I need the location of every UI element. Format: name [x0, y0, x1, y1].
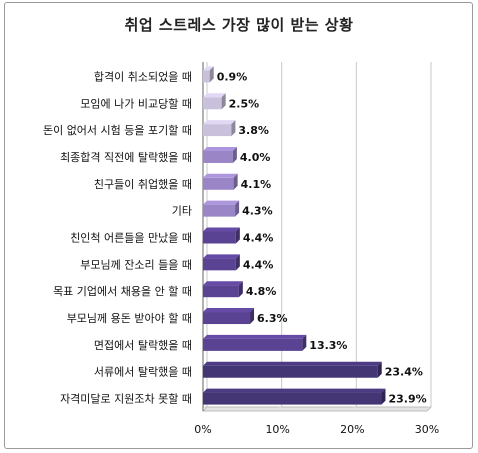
value-label: 0.9%: [217, 70, 248, 83]
value-label: 4.8%: [246, 285, 277, 298]
bar: [203, 227, 240, 244]
bar-side: [238, 281, 243, 298]
category-label: 합격이 취소되었을 때: [94, 70, 192, 83]
category-label: 돈이 없어서 시험 등을 포기할 때: [43, 124, 192, 137]
x-tick-label: 0%: [194, 423, 211, 436]
value-label: 23.9%: [388, 393, 426, 406]
bar-front: [203, 70, 210, 83]
bar-front: [203, 204, 236, 217]
value-label: 4.4%: [243, 232, 274, 245]
category-label: 친구들이 취업했을 때: [94, 178, 192, 191]
value-label: 6.3%: [257, 312, 288, 325]
bar-side: [235, 200, 240, 217]
bar: [203, 66, 214, 83]
bar-front: [203, 285, 239, 298]
value-label: 23.4%: [385, 366, 423, 379]
bar: [203, 120, 236, 137]
bar-top: [203, 254, 240, 259]
bar: [203, 281, 243, 298]
gridlines: [201, 62, 433, 412]
value-label: 2.5%: [229, 97, 260, 110]
bar-side: [231, 120, 236, 137]
bar-side: [377, 361, 382, 378]
value-label: 13.3%: [309, 339, 347, 352]
chart-title: 취업 스트레스 가장 많이 받는 상황: [124, 16, 354, 34]
x-tick-label: 10%: [265, 423, 289, 436]
bar-front: [203, 338, 303, 351]
bar-top: [203, 200, 240, 205]
bar-top: [203, 334, 307, 339]
bar: [203, 308, 255, 325]
bar-top: [203, 388, 386, 393]
value-labels: 0.9% 2.5% 3.8% 4.0% 4.1% 4.3% 4.4% 4.4% 4.8% 6.3%…: [217, 70, 427, 405]
bar-front: [203, 392, 382, 405]
bar-side: [302, 334, 307, 351]
bar-side: [250, 308, 255, 325]
bar-side: [233, 173, 238, 190]
bar-top: [203, 93, 226, 98]
bar: [203, 200, 240, 217]
bar: [203, 173, 238, 190]
bar: [203, 388, 386, 405]
value-label: 4.0%: [240, 151, 271, 164]
bar-side: [235, 254, 240, 271]
category-label: 면접에서 탈락했을 때: [94, 339, 192, 352]
bar: [203, 93, 226, 110]
bar-top: [203, 173, 238, 178]
bar: [203, 334, 307, 351]
plot-floor: [201, 406, 433, 412]
category-label: 친인척 어른들을 만났을 때: [70, 232, 192, 245]
bar-front: [203, 312, 251, 325]
bar-top: [203, 66, 214, 71]
x-tick-label: 30%: [415, 423, 439, 436]
category-label: 서류에서 탈락했을 때: [94, 366, 192, 379]
bar-front: [203, 365, 378, 378]
bar-top: [203, 281, 243, 286]
x-tick-label: 20%: [340, 423, 364, 436]
category-label: 부모님께 용돈 받아야 할 때: [67, 312, 192, 325]
category-label: 부모님께 잔소리 들을 때: [80, 258, 192, 271]
bar-front: [203, 97, 222, 110]
x-tick-labels: 0% 10% 20% 30%: [194, 423, 439, 436]
bar-side: [235, 227, 240, 244]
category-label: 기타: [172, 205, 192, 218]
bar-top: [203, 361, 382, 366]
value-label: 3.8%: [238, 124, 269, 137]
bar-front: [203, 258, 236, 271]
value-label: 4.3%: [242, 205, 273, 218]
category-label: 자격미달로 지원조차 못할 때: [60, 393, 192, 406]
bar: [203, 254, 240, 271]
bar-side: [221, 93, 226, 110]
value-label: 4.4%: [243, 258, 274, 271]
category-label: 목표 기업에서 채용을 안 할 때: [53, 285, 192, 298]
bar-top: [203, 227, 240, 232]
bar-side: [209, 66, 214, 83]
bar-top: [203, 120, 236, 125]
bar-front: [203, 150, 233, 163]
bar-side: [381, 388, 386, 405]
category-label: 모임에 나가 비교당할 때: [80, 97, 192, 110]
bar: [203, 146, 237, 163]
bar-top: [203, 308, 255, 313]
value-label: 4.1%: [241, 178, 272, 191]
bar-side: [232, 146, 237, 163]
bar-front: [203, 177, 234, 190]
bar: [203, 361, 382, 378]
bar-front: [203, 124, 232, 137]
bar-top: [203, 146, 237, 151]
bar-front: [203, 231, 236, 244]
bars: [203, 66, 386, 405]
category-label: 최종합격 직전에 탈락했을 때: [60, 151, 192, 164]
